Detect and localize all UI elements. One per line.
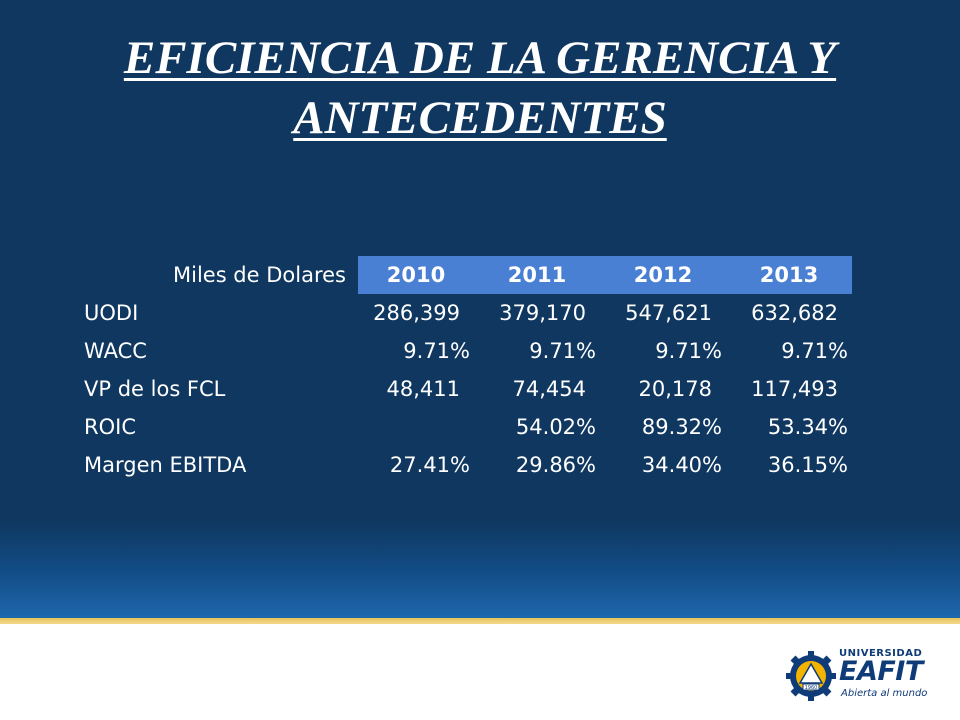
cell-value: 286,399: [373, 301, 460, 325]
cell-value: 27.41%: [389, 453, 470, 477]
row-label: VP de los FCL: [84, 377, 226, 401]
cell-value: 547,621: [625, 301, 712, 325]
cell-value: 9.71%: [655, 339, 722, 363]
cell-value: 9.71%: [403, 339, 470, 363]
gold-divider: [0, 618, 960, 624]
row-label: WACC: [84, 339, 147, 363]
cell-value: 48,411: [386, 377, 460, 401]
row-label: Margen EBITDA: [84, 453, 247, 477]
cell-value: 74,454: [512, 377, 586, 401]
cell-value: [358, 408, 474, 446]
cell-value: 89.32%: [641, 415, 722, 439]
logo-line-2: EAFIT: [839, 656, 923, 687]
row-label: ROIC: [84, 415, 136, 439]
university-logo: 1960 UNIVERSIDAD EAFIT Abierta al mundo: [785, 646, 945, 706]
slide-title: EFICIENCIA DE LA GERENCIA Y ANTECEDENTES: [123, 32, 837, 144]
gear-seal-icon: 1960: [786, 651, 836, 701]
year-header: 2013: [726, 256, 852, 294]
table-row: WACC 9.71% 9.71% 9.71% 9.71%: [72, 332, 852, 370]
table-row: Margen EBITDA 27.41% 29.86% 34.40% 36.15…: [72, 446, 852, 484]
cell-value: 9.71%: [529, 339, 596, 363]
logo-tagline: Abierta al mundo: [841, 688, 928, 699]
year-header: 2012: [600, 256, 726, 294]
cell-value: 53.34%: [767, 415, 848, 439]
table-row: UODI 286,399 379,170 547,621 632,682: [72, 294, 852, 332]
table-header-row: Miles de Dolares 2010 2011 2012 2013: [72, 256, 852, 294]
cell-value: 54.02%: [515, 415, 596, 439]
financial-table: Miles de Dolares 2010 2011 2012 2013 UOD…: [72, 256, 852, 484]
cell-value: 9.71%: [781, 339, 848, 363]
year-header: 2011: [474, 256, 600, 294]
row-label: UODI: [84, 301, 139, 325]
logo-year: 1960: [805, 685, 818, 691]
cell-value: 34.40%: [641, 453, 722, 477]
cell-value: 379,170: [499, 301, 586, 325]
cell-value: 36.15%: [767, 453, 848, 477]
header-label: Miles de Dolares: [172, 263, 346, 287]
cell-value: 632,682: [751, 301, 838, 325]
cell-value: 20,178: [638, 377, 712, 401]
slide-background: [0, 0, 960, 618]
cell-value: 29.86%: [515, 453, 596, 477]
cell-value: 117,493: [751, 377, 838, 401]
table-row: VP de los FCL 48,411 74,454 20,178 117,4…: [72, 370, 852, 408]
logo-line-1: UNIVERSIDAD: [839, 648, 923, 659]
year-header: 2010: [358, 256, 474, 294]
table-row: ROIC 54.02% 89.32% 53.34%: [72, 408, 852, 446]
